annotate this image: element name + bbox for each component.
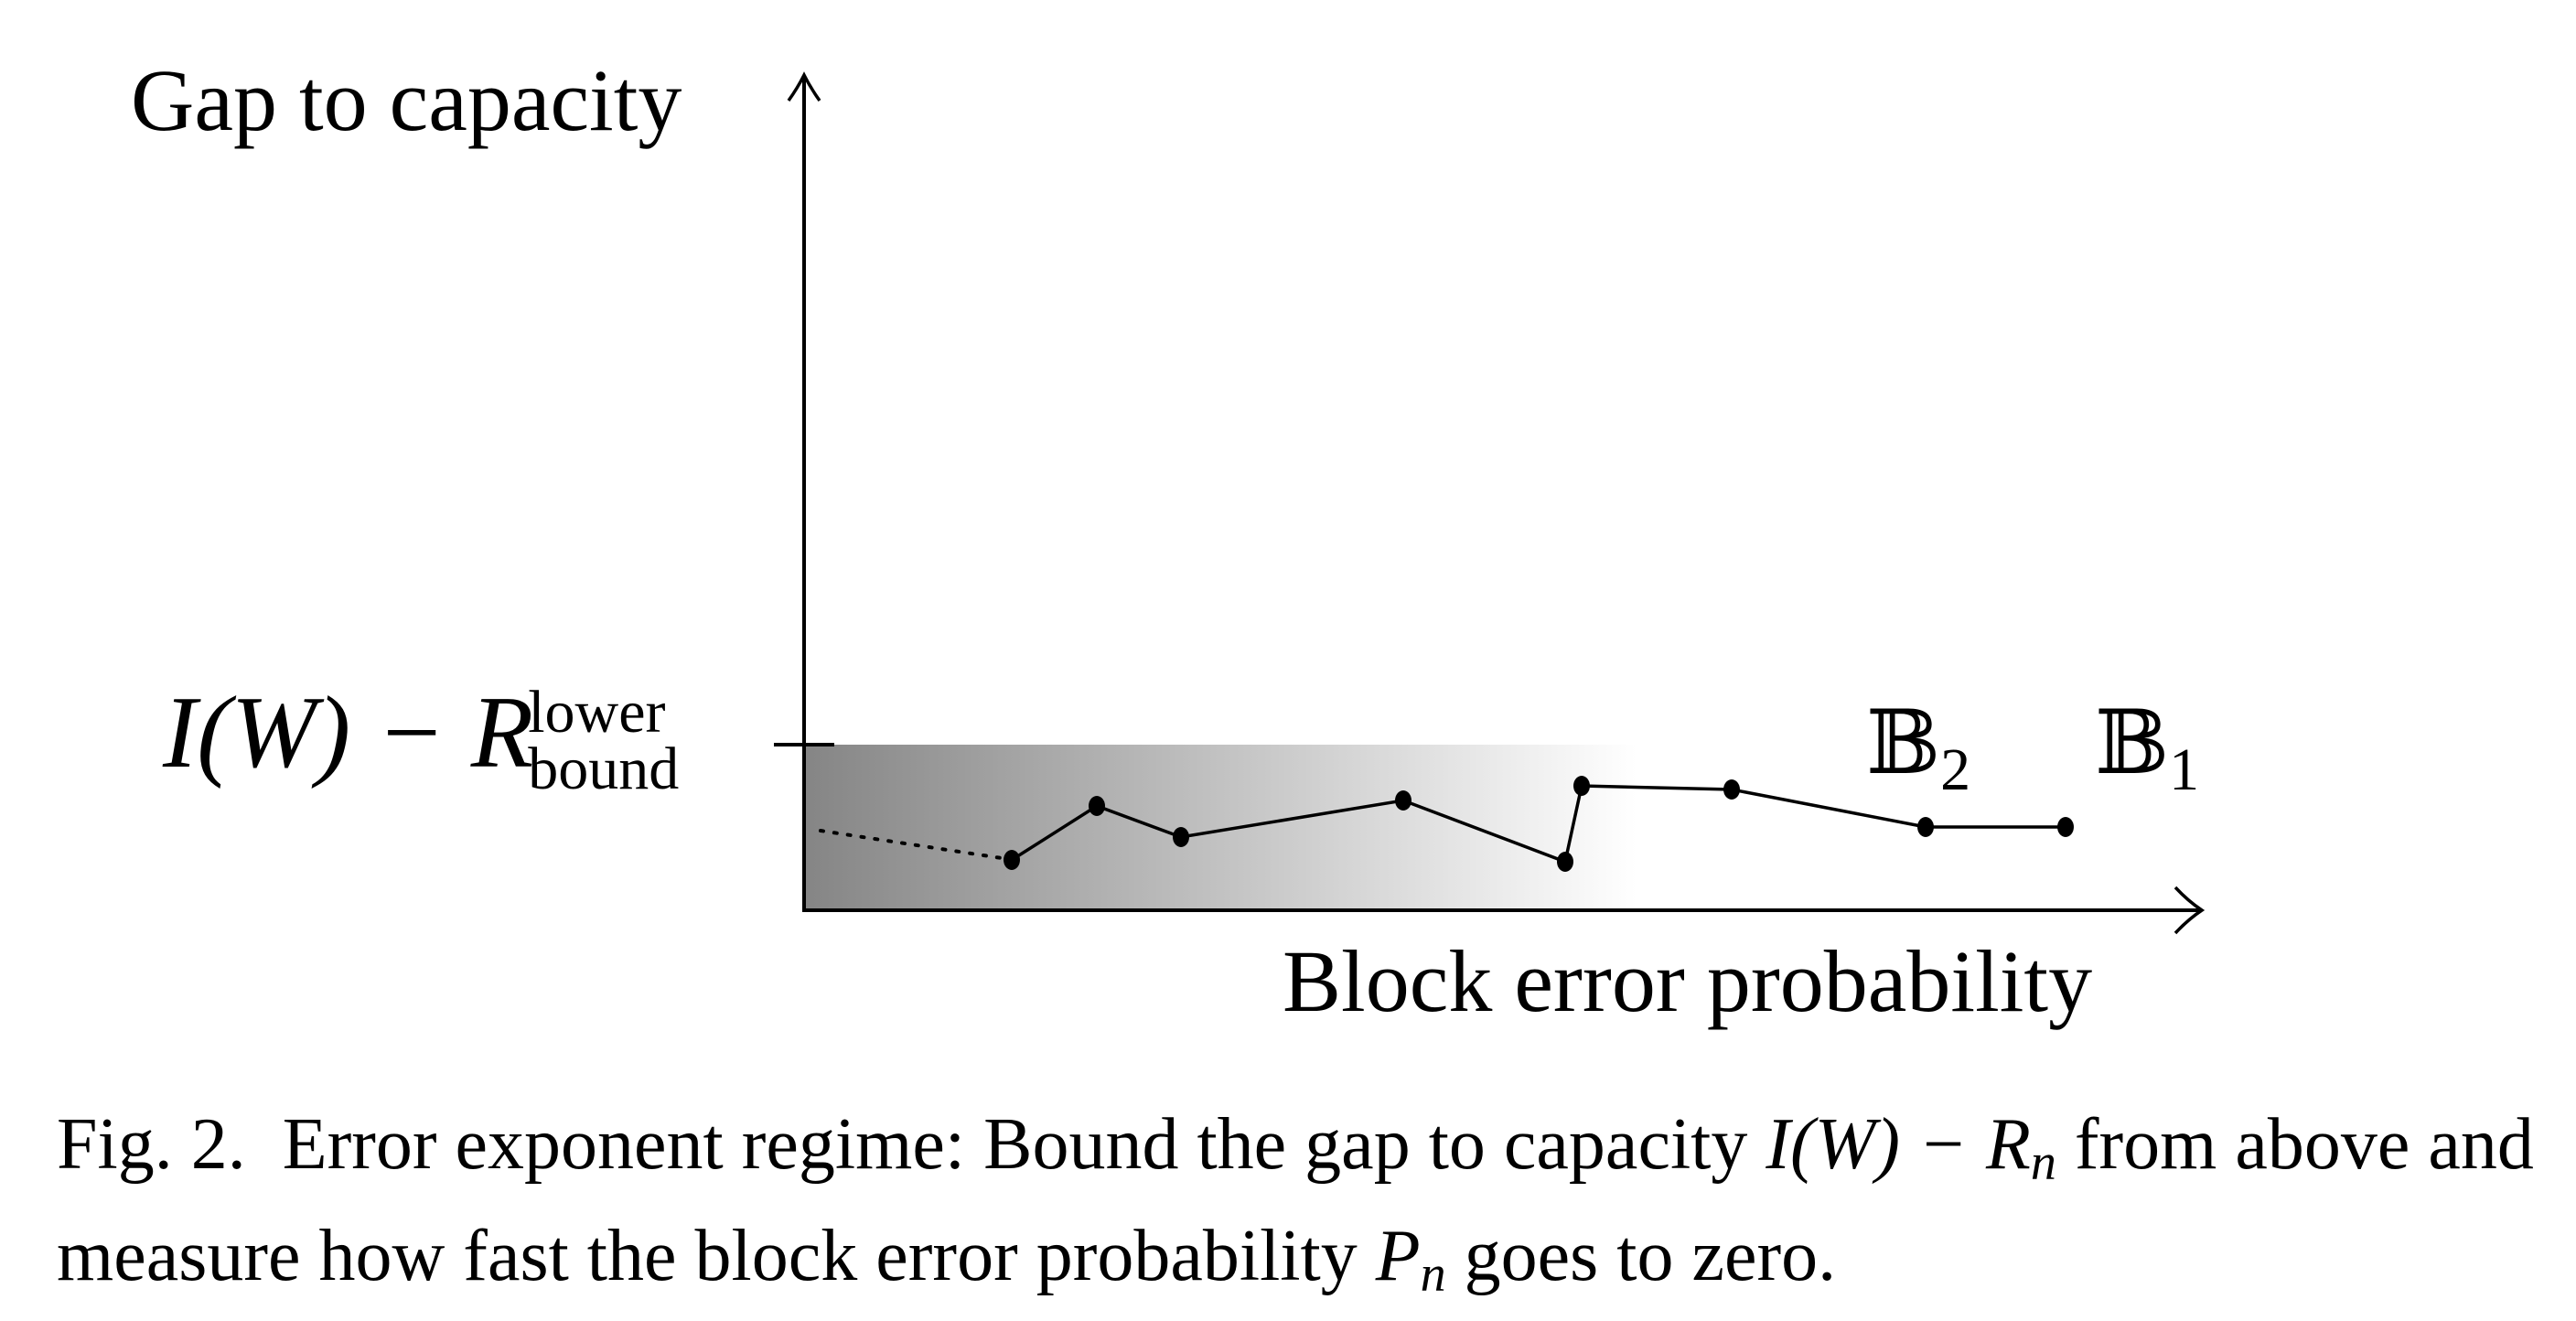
x-axis-arrowhead-icon xyxy=(2174,886,2206,935)
dotted-extension xyxy=(819,829,1004,860)
reference-level-main: I(W) − R xyxy=(163,676,534,789)
series-label-b2-subscript: 2 xyxy=(1940,736,1971,803)
caption-math-2: P xyxy=(1375,1216,1421,1296)
figure-caption: Fig. 2. Error exponent regime: Bound the… xyxy=(57,1098,2545,1321)
data-points xyxy=(1004,776,2074,872)
caption-text-1: Error exponent regime: Bound the gap to … xyxy=(282,1104,1766,1185)
caption-text-3: goes to zero. xyxy=(1445,1216,1837,1296)
series-label-b2: 𝔹2 xyxy=(1866,700,1970,800)
x-axis-label: Block error probability xyxy=(1283,932,2093,1030)
series-label-b1-subscript: 1 xyxy=(2169,736,2200,803)
caption-math-1-sub: n xyxy=(2030,1134,2056,1191)
caption-math-2-sub: n xyxy=(1420,1246,1446,1303)
series-label-b1: 𝔹1 xyxy=(2095,700,2199,800)
reference-level-superscript: lower xyxy=(528,678,666,746)
reference-level-subscript: bound xyxy=(528,736,680,803)
series-label-b1-symbol: 𝔹 xyxy=(2095,694,2170,792)
reference-level-scripts: lower bound xyxy=(528,678,680,803)
series-label-b2-symbol: 𝔹 xyxy=(1866,694,1941,792)
caption-text-2: from above and measure how fast the bloc… xyxy=(57,1104,2534,1296)
shaded-region xyxy=(804,745,1637,910)
y-axis-arrowhead-icon xyxy=(787,71,821,102)
caption-prefix: Fig. 2. xyxy=(57,1104,246,1185)
caption-math-1: I(W) − R xyxy=(1766,1104,2031,1185)
y-axis-label: Gap to capacity xyxy=(131,51,682,149)
